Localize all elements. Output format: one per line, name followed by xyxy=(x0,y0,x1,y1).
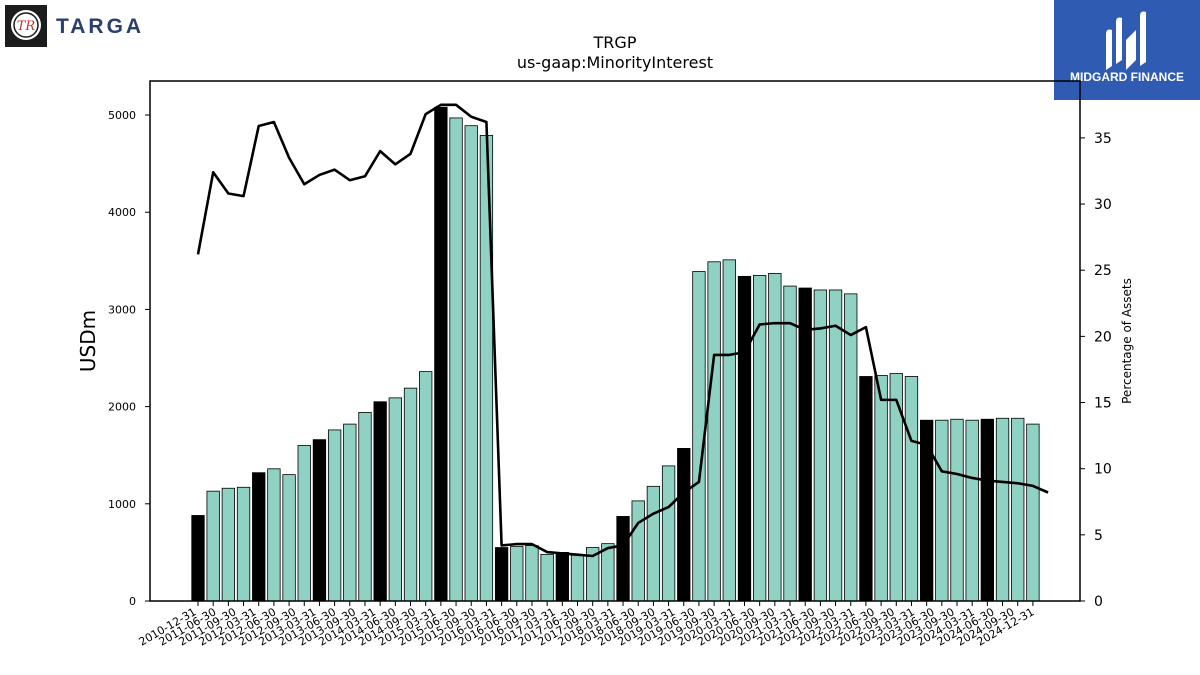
bar xyxy=(358,412,372,602)
bar xyxy=(479,135,494,602)
bar xyxy=(464,125,478,602)
bar xyxy=(252,472,266,602)
bar xyxy=(798,287,812,602)
bar xyxy=(707,261,721,602)
right-y-tick-label: 15 xyxy=(1094,396,1112,412)
bar xyxy=(312,439,327,602)
bar xyxy=(373,401,387,602)
left-y-tick-label: 4000 xyxy=(108,206,136,219)
bar xyxy=(206,490,220,602)
bar xyxy=(935,419,949,602)
right-y-tick-label: 5 xyxy=(1094,528,1103,544)
bar xyxy=(555,552,569,602)
bar xyxy=(191,515,205,602)
midgard-mark-far-right xyxy=(1140,11,1146,66)
midgard-logo-text: MIDGARD FINANCE xyxy=(1070,70,1184,84)
percentage-of-assets-line xyxy=(196,103,1049,558)
midgard-finance-logo: MIDGARD FINANCE xyxy=(1054,0,1200,100)
left-y-tick-label: 1000 xyxy=(108,498,136,511)
targa-emblem-text: TR xyxy=(17,19,36,34)
right-y-tick-label: 0 xyxy=(1094,594,1103,610)
bar xyxy=(813,289,828,602)
bar xyxy=(722,259,736,602)
bar xyxy=(403,387,418,602)
targa-logo-text: TARGA xyxy=(56,15,144,38)
bar xyxy=(525,545,539,602)
bar xyxy=(995,417,1010,602)
targa-logo-graphic: TR TARGA xyxy=(5,5,144,47)
left-axis-label: USDm xyxy=(76,310,100,372)
bar xyxy=(267,468,281,602)
bar xyxy=(965,419,979,602)
bar xyxy=(570,554,585,602)
midgard-mark-middle xyxy=(1116,17,1122,64)
left-y-tick-label: 3000 xyxy=(108,303,136,316)
bar xyxy=(282,474,296,602)
midgard-logo-graphic: MIDGARD FINANCE xyxy=(1070,11,1184,84)
chart-title: TRGP xyxy=(593,33,637,52)
bar xyxy=(434,106,448,602)
bar xyxy=(828,289,843,602)
right-y-tick-label: 25 xyxy=(1094,263,1112,279)
x-axis: 2010-12-312011-06-302011-09-302012-03-31… xyxy=(137,601,1037,649)
bar xyxy=(1011,417,1025,602)
chart-subtitle: us-gaap:MinorityInterest xyxy=(517,53,713,72)
bar xyxy=(950,418,964,602)
bar xyxy=(631,500,645,602)
bar xyxy=(859,376,873,602)
bar xyxy=(449,117,463,602)
bar xyxy=(661,465,676,602)
right-y-tick-label: 20 xyxy=(1094,329,1112,345)
bar xyxy=(327,429,342,602)
bar xyxy=(419,371,433,602)
bar xyxy=(646,485,661,602)
left-y-tick-label: 5000 xyxy=(108,109,136,122)
bar xyxy=(783,285,797,602)
right-y-axis: 0 5 10 15 20 25 30 35 xyxy=(1080,131,1112,610)
bar xyxy=(297,445,311,602)
bar xyxy=(844,293,858,602)
targa-emblem-circle xyxy=(11,10,41,40)
right-y-tick-label: 30 xyxy=(1094,197,1112,213)
bar xyxy=(236,486,251,602)
bar xyxy=(601,543,615,602)
midgard-mark-right xyxy=(1126,30,1136,70)
targa-emblem-ring xyxy=(13,12,39,38)
left-y-axis: 0 1000 2000 3000 4000 5000 xyxy=(108,109,150,608)
midgard-mark-left xyxy=(1106,29,1112,70)
left-y-tick-label: 0 xyxy=(129,595,136,608)
bar xyxy=(980,418,995,602)
right-axis-label: Percentage of Assets xyxy=(1120,278,1134,404)
bar xyxy=(616,516,630,602)
bar xyxy=(388,397,402,602)
bar xyxy=(221,487,236,602)
bar xyxy=(510,546,524,602)
bar xyxy=(540,553,554,602)
plot-frame xyxy=(149,80,1081,602)
left-y-tick-label: 2000 xyxy=(108,401,136,414)
bar xyxy=(904,376,919,602)
bar xyxy=(677,447,691,602)
bar xyxy=(343,423,357,602)
right-y-tick-label: 35 xyxy=(1094,131,1112,147)
targa-logo: TR TARGA xyxy=(5,5,165,47)
bar xyxy=(1026,423,1040,602)
bar xyxy=(889,373,903,602)
bar xyxy=(494,547,509,602)
bar xyxy=(737,275,752,602)
bar-series xyxy=(191,106,1040,602)
bar xyxy=(874,375,888,602)
right-y-tick-label: 10 xyxy=(1094,462,1112,478)
